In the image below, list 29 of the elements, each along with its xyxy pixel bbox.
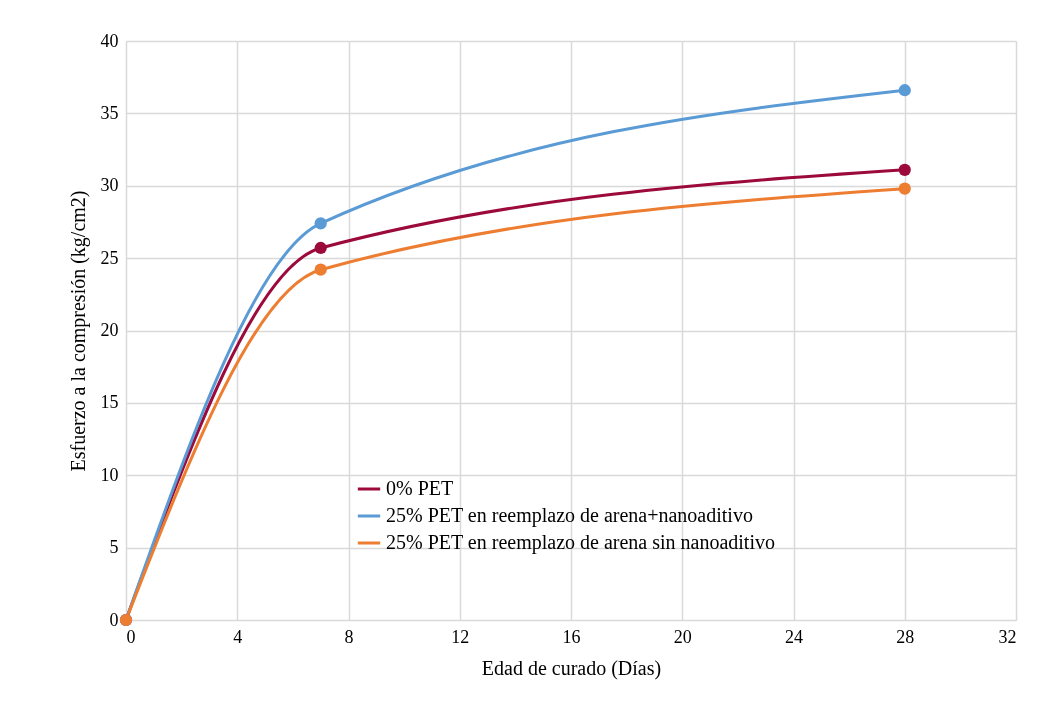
legend-label: 25% PET en reemplazo de arena+nanoaditivo — [386, 504, 753, 527]
y-tick-label: 20 — [100, 320, 119, 340]
point — [314, 241, 327, 255]
y-tick-label: 35 — [100, 102, 119, 123]
x-tick-label: 28 — [896, 626, 915, 647]
point — [898, 163, 911, 176]
legend-label: 0% PET — [386, 477, 454, 499]
y-tick-label: 10 — [100, 464, 119, 485]
x-tick-label: 24 — [785, 626, 803, 647]
y-tick-label: 25 — [100, 247, 119, 268]
point — [314, 263, 327, 276]
point — [314, 217, 327, 230]
y-tick-label: 40 — [100, 30, 119, 51]
x-tick-label: 4 — [233, 626, 243, 647]
x-axis-title: Edad de curado (Días) — [481, 656, 662, 680]
x-tick-label: 20 — [673, 626, 692, 647]
y-tick-label: 15 — [100, 392, 119, 413]
x-tick-label: 12 — [451, 626, 470, 647]
y-tick-label: 5 — [109, 537, 119, 558]
legend-label: 25% PET en reemplazo de arena sin nanoaditivo — [386, 531, 775, 554]
x-tick-label: 32 — [998, 626, 1017, 647]
y-axis-title: Esfuerzo a la compresión (kg/cm2) — [66, 190, 90, 472]
x-tick-label: 8 — [344, 626, 354, 647]
point — [898, 84, 911, 97]
y-tick-label: 0 — [109, 609, 119, 630]
x-tick-label: 16 — [562, 626, 581, 647]
y-tick-label: 30 — [100, 175, 119, 196]
x-tick-label: 0 — [126, 626, 136, 647]
point — [898, 182, 911, 195]
